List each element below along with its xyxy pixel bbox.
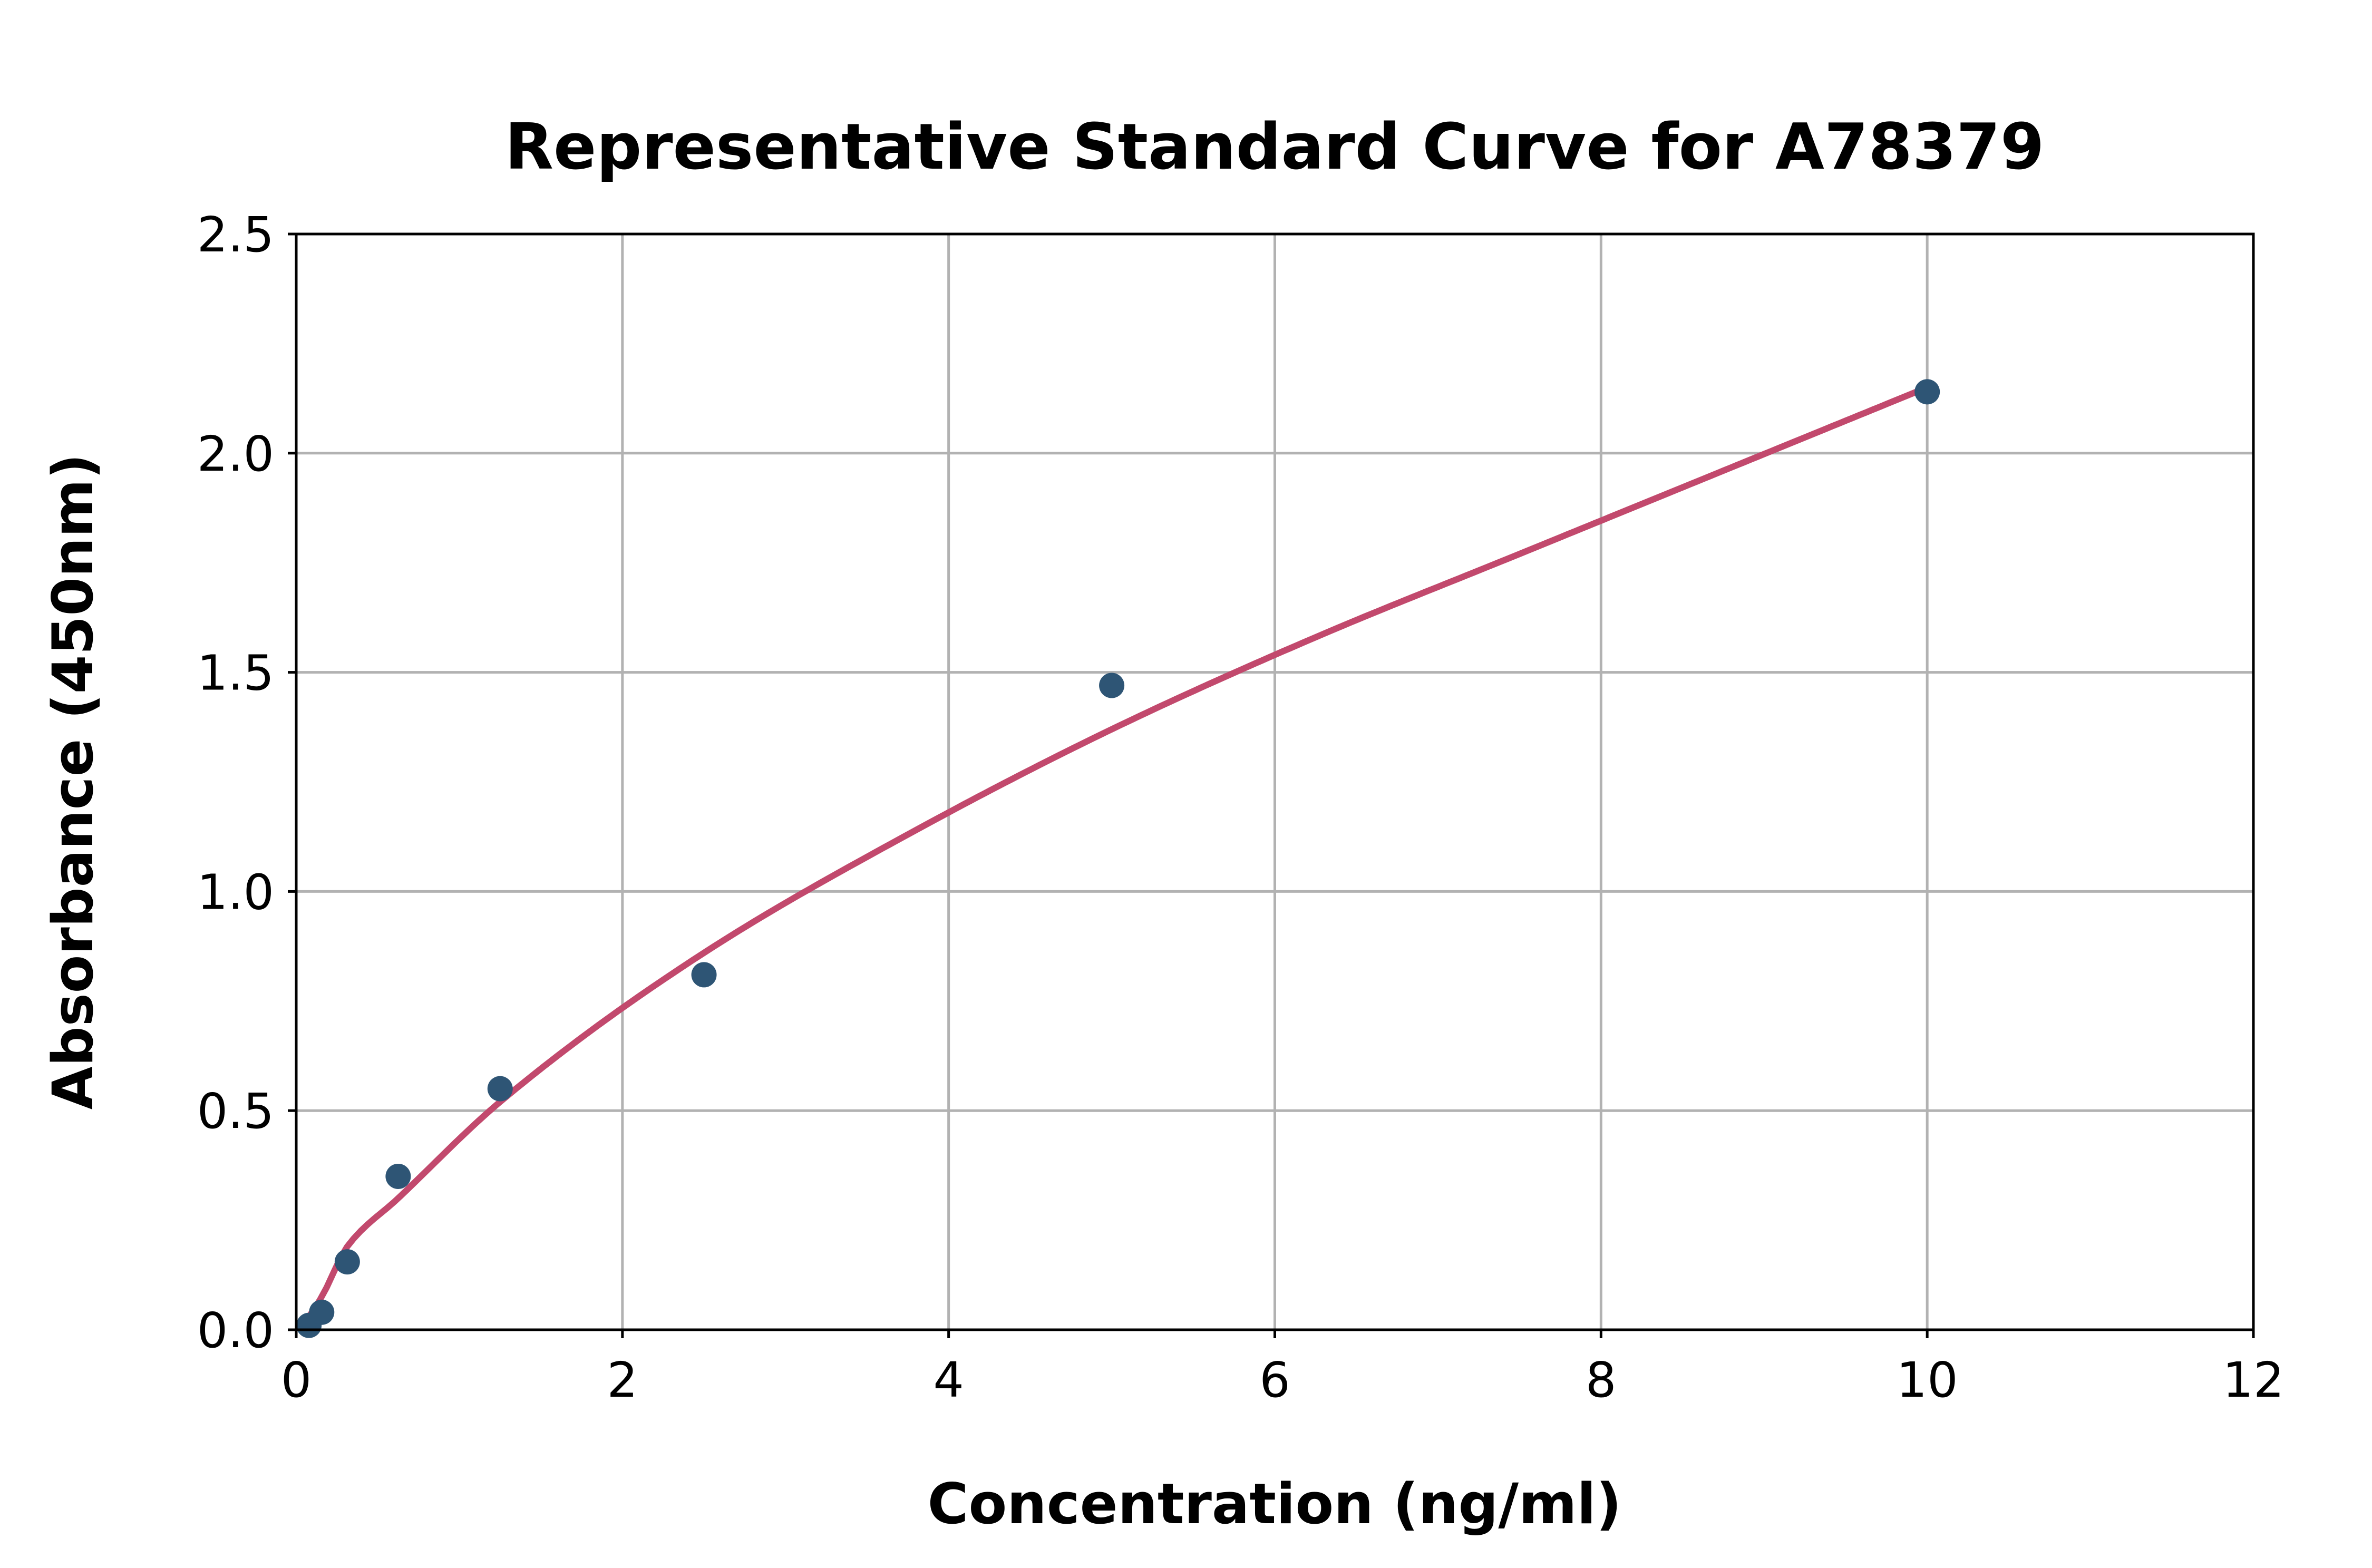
data-point — [385, 1163, 411, 1189]
x-axis-label: Concentration (ng/ml) — [928, 1472, 1622, 1536]
y-tick-label: 0.0 — [197, 1302, 274, 1359]
x-tick-label: 8 — [1586, 1352, 1617, 1408]
data-points — [296, 379, 1940, 1338]
plot-border — [295, 232, 2255, 1331]
y-axis-label: Absorbance (450nm) — [41, 454, 105, 1110]
data-point — [309, 1299, 335, 1325]
chart-title: Representative Standard Curve for A78379 — [505, 111, 2045, 184]
data-point — [334, 1249, 360, 1275]
x-tick-label: 0 — [281, 1352, 312, 1408]
x-tick-label: 10 — [1897, 1352, 1958, 1408]
x-tick-label: 6 — [1259, 1352, 1290, 1408]
data-point — [691, 962, 717, 988]
y-tick-labels: 0.0 0.5 1.0 1.5 2.0 2.5 — [197, 207, 274, 1359]
y-tick-label: 1.5 — [197, 645, 274, 702]
data-point — [1914, 379, 1940, 405]
fitted-curve-line — [296, 384, 1931, 1331]
x-tick-labels: 0 2 4 6 8 10 12 — [281, 1352, 2284, 1408]
axis-ticks — [288, 232, 2255, 1338]
x-tick-label: 12 — [2222, 1352, 2284, 1408]
gridlines — [296, 234, 2253, 1330]
data-point — [1099, 673, 1125, 698]
x-tick-label: 4 — [933, 1352, 964, 1408]
y-tick-label: 2.0 — [197, 426, 274, 482]
y-tick-label: 0.5 — [197, 1083, 274, 1140]
data-point — [487, 1076, 513, 1102]
x-tick-label: 2 — [607, 1352, 638, 1408]
y-tick-label: 1.0 — [197, 864, 274, 920]
y-tick-label: 2.5 — [197, 207, 274, 263]
